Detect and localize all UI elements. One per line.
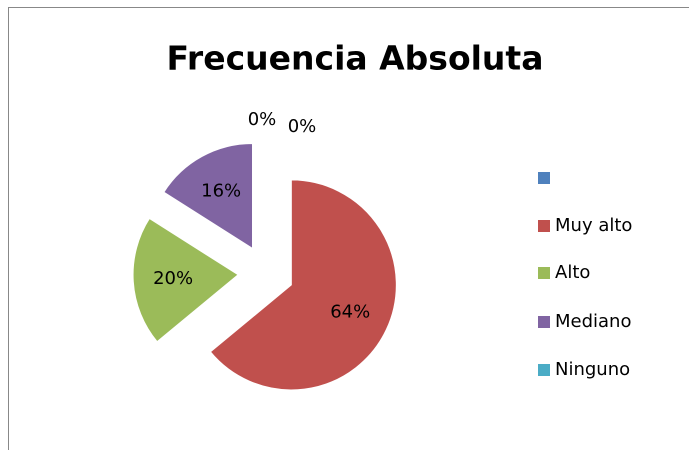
legend-label: Ninguno: [555, 359, 630, 380]
data-label: 64%: [330, 302, 370, 323]
legend-swatch: [538, 172, 550, 184]
data-label: 20%: [153, 268, 193, 289]
pie-slice: [209, 179, 397, 391]
legend-label: Muy alto: [555, 215, 632, 236]
legend-swatch: [538, 364, 550, 376]
legend-swatch: [538, 220, 550, 232]
data-label: 0%: [248, 109, 277, 130]
legend-swatch: [538, 316, 550, 328]
pie-slice: [163, 142, 254, 250]
legend-swatch: [538, 267, 550, 279]
pie-slice: [132, 217, 239, 343]
legend-label: Mediano: [555, 311, 631, 332]
chart-title: Frecuencia Absoluta: [167, 39, 544, 78]
data-label: 0%: [288, 116, 317, 137]
data-label: 16%: [201, 180, 241, 201]
legend-label: Alto: [555, 262, 590, 283]
